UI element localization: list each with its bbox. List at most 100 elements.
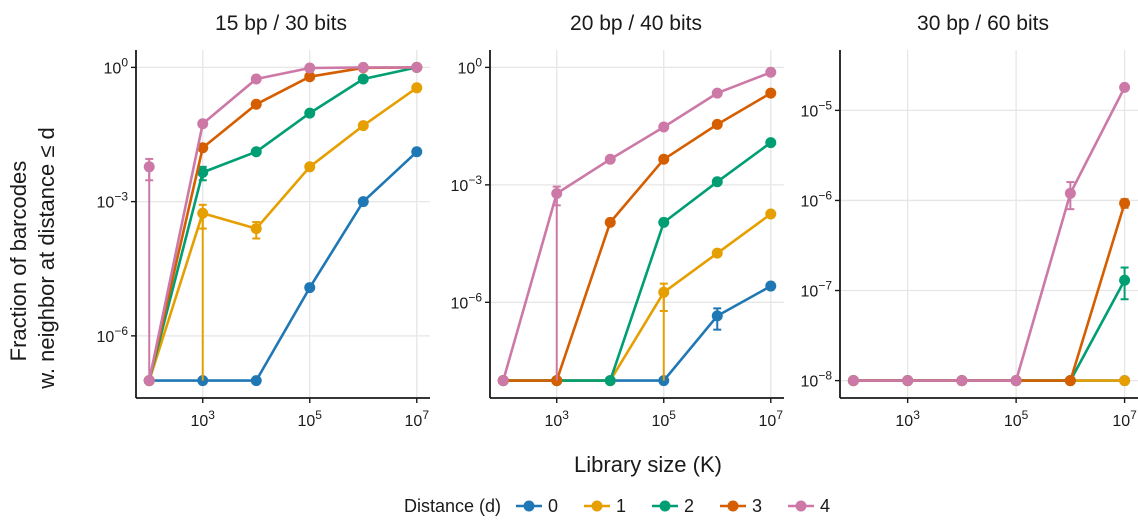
series-line-3: [503, 91, 772, 382]
y-tick-label: 10−3: [97, 190, 129, 212]
series-line-4: [147, 66, 417, 381]
data-point-d4: [1010, 375, 1022, 387]
data-point-d2: [357, 73, 369, 85]
legend-item-0: 0: [516, 496, 558, 516]
y-tick-label: 10−7: [801, 279, 833, 301]
legend-swatch-dot: [795, 500, 807, 512]
data-point-d2: [197, 166, 209, 178]
legend-swatch-dot: [659, 500, 671, 512]
data-point-d1: [357, 120, 369, 132]
data-point-d4: [197, 118, 209, 130]
y-axis-title-line-2: w. neighbor at distance ≤ d: [34, 127, 59, 390]
y-tick-label: 10−5: [801, 98, 833, 120]
data-point-d3: [765, 87, 777, 99]
data-point-d2: [658, 216, 670, 228]
data-point-d4: [250, 73, 262, 85]
data-point-d3: [197, 142, 209, 154]
legend-swatch-dot: [727, 500, 739, 512]
panel-title: 20 bp / 40 bits: [570, 12, 702, 35]
y-tick-label: 10−6: [451, 290, 483, 312]
data-point-d3: [604, 216, 616, 228]
data-point-d4: [304, 62, 316, 74]
data-point-d0: [765, 280, 777, 292]
panel-title: 15 bp / 30 bits: [215, 12, 347, 35]
series-line-4: [501, 71, 772, 381]
legend-label: 4: [820, 496, 830, 516]
panel-marks: [847, 81, 1131, 387]
x-tick-label: 107: [759, 408, 784, 430]
data-point-d4: [143, 161, 155, 173]
x-tick-label: 103: [895, 408, 920, 430]
data-point-d4: [765, 66, 777, 78]
data-point-d3: [304, 71, 316, 83]
series-line-2: [853, 279, 1126, 382]
x-tick-label: 105: [652, 408, 677, 430]
data-point-d4: [604, 153, 616, 165]
y-axis-title-line-1: Fraction of barcodes: [6, 161, 31, 362]
data-point-d2: [1119, 274, 1131, 286]
data-point-d3: [658, 153, 670, 165]
data-point-d4: [357, 61, 369, 73]
x-tick-label: 105: [1004, 408, 1029, 430]
legend-swatch-dot: [523, 500, 535, 512]
data-point-d4: [956, 375, 968, 387]
data-point-d0: [250, 375, 262, 387]
data-point-d3: [1119, 197, 1131, 209]
data-point-d4: [411, 61, 423, 73]
x-tick-label: 103: [544, 408, 569, 430]
x-tick-label: 107: [1112, 408, 1137, 430]
legend-label: 0: [548, 496, 558, 516]
panel-marks: [497, 66, 777, 387]
data-point-d1: [711, 247, 723, 259]
y-tick-label: 10−8: [801, 369, 833, 391]
legend-item-1: 1: [584, 496, 626, 516]
x-tick-label: 103: [190, 408, 215, 430]
data-point-d1: [765, 208, 777, 220]
panel-title: 30 bp / 60 bits: [917, 12, 1049, 35]
data-point-d3: [250, 98, 262, 110]
y-tick-label: 10−3: [451, 173, 483, 195]
legend-item-4: 4: [788, 496, 830, 516]
data-point-d1: [250, 223, 262, 235]
panel-marks: [143, 61, 423, 387]
data-point-d2: [765, 137, 777, 149]
data-point-d4: [902, 375, 914, 387]
data-point-d3: [1064, 375, 1076, 387]
legend-title: Distance (d): [404, 496, 501, 516]
legend-label: 2: [684, 496, 694, 516]
data-point-d4: [658, 121, 670, 133]
data-point-d4: [1119, 81, 1131, 93]
data-point-d1: [304, 161, 316, 173]
y-tick-label: 10−6: [97, 324, 129, 346]
legend-item-2: 2: [652, 496, 694, 516]
data-point-d0: [357, 196, 369, 208]
series-line-2: [147, 66, 418, 381]
data-point-d1: [1119, 375, 1131, 387]
series-line-1: [147, 86, 418, 381]
data-point-d2: [604, 375, 616, 387]
legend-swatch-dot: [591, 500, 603, 512]
series-line-4: [853, 86, 1126, 382]
y-tick-label: 10−6: [801, 188, 833, 210]
x-axis-title: Library size (K): [574, 452, 722, 477]
legend: Distance (d) 0 1 2 3 4: [404, 496, 830, 516]
legend-item-3: 3: [720, 496, 762, 516]
data-point-d0: [411, 146, 423, 158]
panel-1: 103 105 107 10−6 10−3 100 15 bp / 30 bits: [97, 12, 430, 430]
data-point-d1: [411, 82, 423, 94]
data-point-d4: [711, 87, 723, 99]
data-point-d4: [497, 375, 509, 387]
y-tick-label: 100: [104, 55, 129, 77]
y-axis-title: Fraction of barcodes w. neighbor at dist…: [6, 127, 59, 390]
series-line-0: [149, 150, 418, 382]
y-tick-label: 100: [458, 55, 483, 77]
data-point-d2: [711, 176, 723, 188]
data-point-d4: [847, 375, 859, 387]
panel-2: 103 105 107 10−6 10−3 100 20 bp / 40 bits: [451, 12, 784, 430]
panel-3: 103 105 107 10−8 10−7 10−6 10−5 30 bp / 60 bits: [801, 12, 1138, 430]
data-point-d0: [711, 310, 723, 322]
data-point-d4: [1064, 187, 1076, 199]
legend-label: 1: [616, 496, 626, 516]
